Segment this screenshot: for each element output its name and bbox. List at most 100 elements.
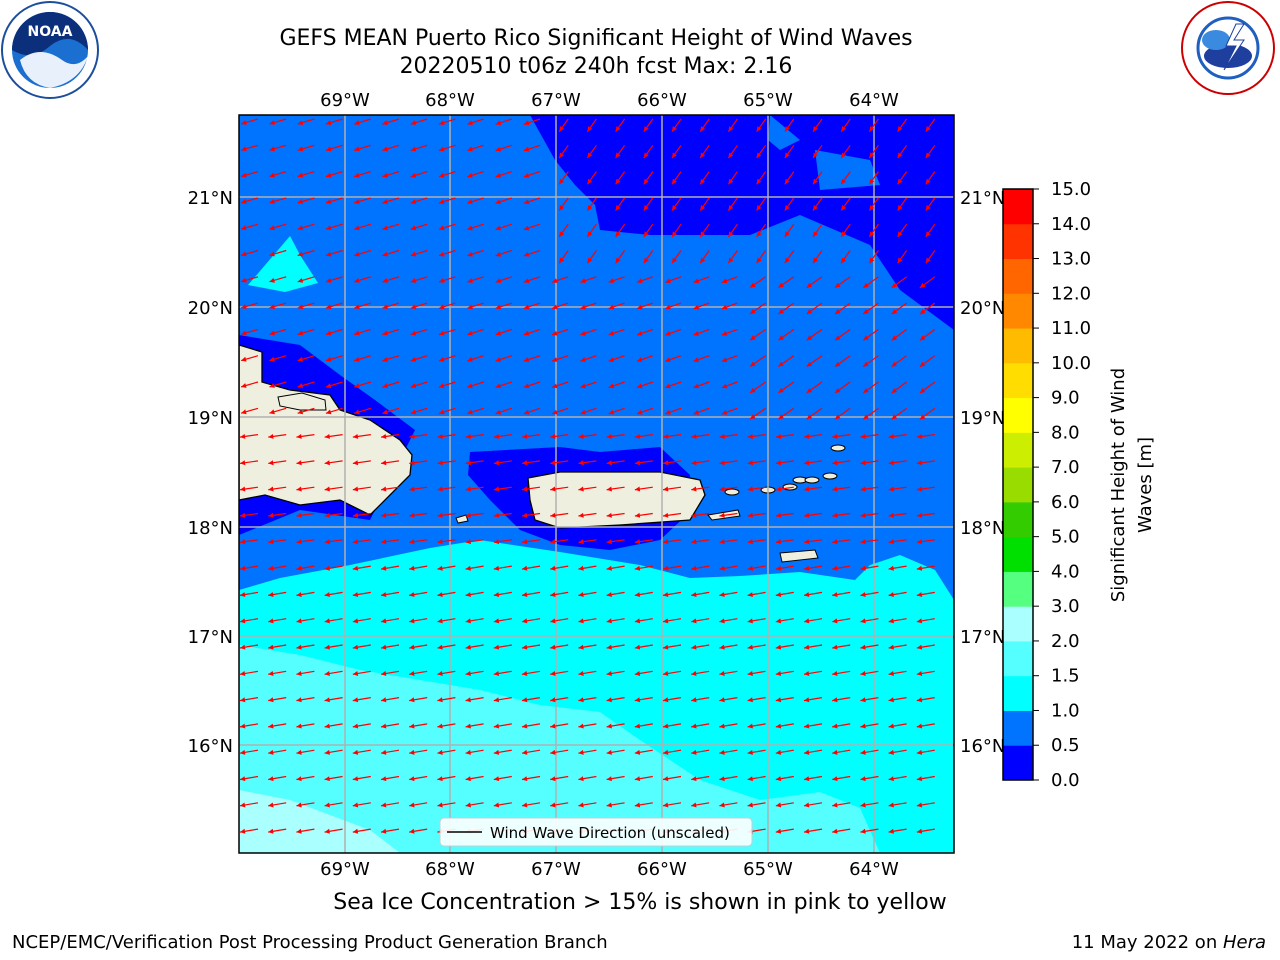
wave-direction-arrowhead (665, 357, 671, 362)
lon-label-bottom: 68°W (425, 859, 475, 880)
wave-direction-arrowhead (834, 414, 841, 420)
wave-direction-arrowhead (860, 671, 866, 676)
colorbar-segment (1003, 362, 1033, 399)
wave-direction-arrowhead (522, 592, 528, 598)
wave-direction-arrowhead (634, 592, 641, 598)
wave-direction-arrowhead (325, 409, 332, 415)
wave-direction-arrowhead (834, 309, 841, 314)
wave-direction-arrowhead (693, 278, 700, 284)
wave-direction-arrowhead (869, 205, 875, 211)
wave-direction-arrowhead (665, 278, 671, 284)
wave-direction-arrowhead (578, 512, 584, 518)
wave-direction-arrowhead (410, 146, 417, 152)
wave-direction-arrowhead (834, 282, 841, 288)
wave-direction-arrowhead (493, 802, 500, 808)
lat-label-right: 17°N (960, 627, 1005, 648)
wave-direction-arrowhead (352, 697, 359, 703)
wave-direction-arrowhead (354, 304, 360, 310)
wave-direction-arrowhead (841, 126, 847, 132)
wave-direction-arrowhead (916, 644, 923, 650)
wave-direction-arrowhead (493, 512, 500, 518)
wave-direction-arrowhead (381, 697, 387, 703)
wave-direction-arrowhead (775, 512, 782, 518)
wave-direction-arrowhead (643, 126, 649, 132)
wave-direction-arrowhead (269, 356, 275, 362)
wave-direction-arrowhead (813, 126, 818, 132)
wave-direction-arrowhead (352, 776, 359, 782)
wave-direction-arrowhead (409, 512, 415, 518)
wave-direction-arrowhead (552, 409, 558, 415)
wave-direction-arrowhead (297, 199, 304, 204)
wave-direction-arrowhead (587, 257, 593, 264)
wave-direction-arrowhead (495, 120, 502, 126)
wave-direction-arrowhead (241, 146, 247, 152)
wave-direction-arrowhead (410, 330, 417, 336)
wave-direction-arrowhead (897, 152, 903, 158)
wave-direction-arrowhead (438, 304, 445, 310)
wave-direction-arrowhead (775, 723, 782, 729)
wave-direction-arrowhead (325, 172, 332, 178)
wave-direction-arrowhead (778, 308, 784, 314)
wave-direction-arrowhead (860, 828, 866, 834)
lat-label-right: 19°N (960, 408, 1005, 429)
wave-direction-arrowhead (643, 205, 649, 211)
wave-direction-arrowhead (352, 802, 359, 808)
wave-direction-arrowhead (437, 644, 443, 650)
wave-direction-arrowhead (919, 361, 926, 367)
wave-direction-arrowhead (381, 433, 387, 439)
wave-direction-arrowhead (719, 592, 725, 598)
colorbar-segment (1003, 745, 1033, 781)
wave-direction-arrowhead (672, 205, 677, 211)
wave-direction-arrowhead (775, 618, 782, 624)
wave-direction-arrowhead (775, 749, 782, 755)
wave-direction-arrowhead (691, 618, 697, 624)
wave-direction-arrowhead (550, 618, 556, 624)
wave-direction-arrowhead (719, 512, 725, 518)
wave-direction-arrowhead (728, 178, 734, 185)
wave-direction-arrowhead (891, 282, 898, 288)
wave-direction-arrowhead (382, 225, 388, 231)
colorbar-segment (1003, 328, 1033, 364)
wave-direction-arrowhead (268, 539, 274, 545)
wave-direction-arrowhead (296, 749, 302, 755)
lon-label-bottom: 66°W (637, 859, 687, 880)
wave-direction-arrowhead (728, 126, 734, 132)
wave-direction-arrowhead (691, 671, 697, 676)
wave-direction-arrowhead (615, 257, 621, 264)
wave-direction-arrowhead (324, 671, 330, 676)
wave-direction-arrowhead (813, 178, 818, 185)
wave-direction-arrowhead (269, 277, 275, 283)
wave-direction-arrowhead (860, 776, 866, 782)
wave-direction-arrowhead (324, 723, 330, 729)
wave-direction-arrowhead (241, 277, 247, 283)
wave-direction-arrowhead (841, 257, 847, 264)
colorbar: 0.0 0.5 1.0 1.5 2.0 3.0 4.0 5.0 6.0 7.0 8.0 9.0 10.0… (1002, 179, 1091, 791)
wave-direction-arrowhead (268, 512, 274, 518)
land-virgin-islands (782, 483, 798, 491)
wave-direction-arrowhead (888, 433, 894, 439)
wave-direction-arrowhead (663, 512, 669, 518)
wave-direction-arrowhead (778, 335, 784, 341)
wave-direction-arrowhead (325, 356, 332, 362)
wave-direction-arrowhead (410, 278, 417, 283)
wave-direction-arrowhead (523, 225, 530, 231)
wave-direction-arrowhead (665, 383, 671, 389)
wave-direction-arrowhead (691, 776, 697, 782)
colorbar-tick-label: 2.0 (1051, 631, 1080, 652)
colorbar-segment (1003, 258, 1033, 294)
wave-direction-arrowhead (578, 486, 584, 492)
wave-direction-arrowhead (381, 802, 387, 808)
wave-direction-arrowhead (775, 460, 782, 466)
wave-direction-arrowhead (919, 388, 926, 394)
wave-direction-arrowhead (804, 749, 810, 755)
wave-direction-arrowhead (552, 304, 558, 310)
wave-direction-arrowhead (437, 802, 443, 808)
wave-direction-arrowhead (522, 433, 528, 439)
wave-direction-arrowhead (296, 539, 302, 545)
wave-direction-arrowhead (888, 539, 894, 545)
wave-direction-arrowhead (240, 828, 246, 834)
wave-direction-arrowhead (493, 723, 500, 729)
wave-direction-arrowhead (354, 225, 360, 231)
wave-direction-arrowhead (691, 539, 697, 545)
